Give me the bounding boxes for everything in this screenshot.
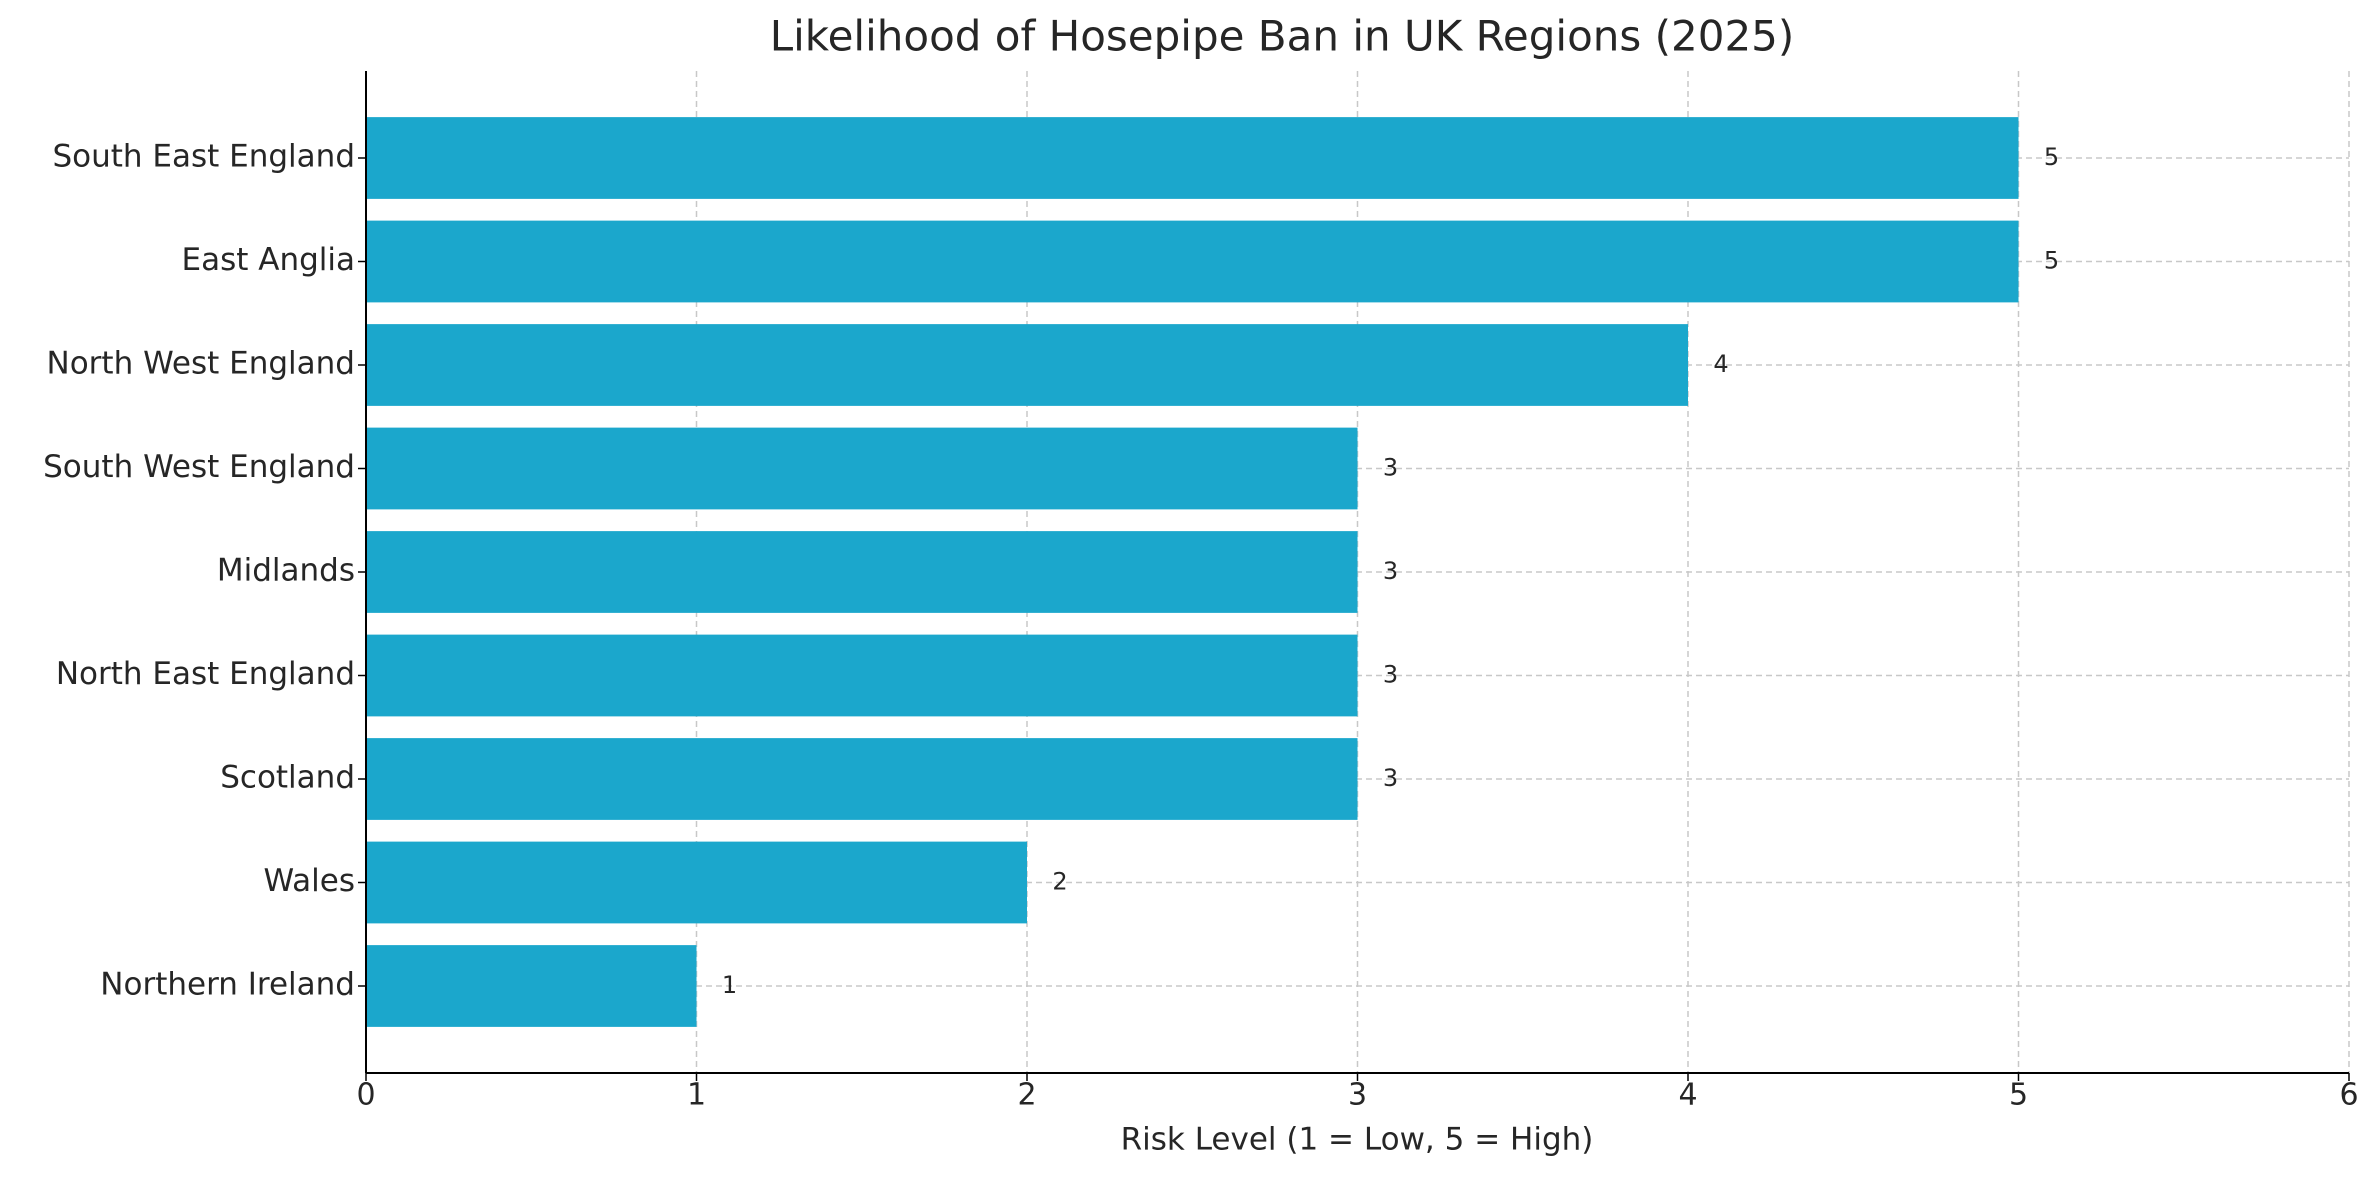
x-tick-label: 1 (687, 1078, 706, 1113)
y-tick-label: Midlands (217, 553, 355, 589)
bar (366, 324, 1688, 406)
value-label: 5 (2044, 143, 2059, 171)
y-tick-label: South West England (43, 449, 355, 485)
bar (366, 738, 1358, 820)
y-tick-label: Wales (263, 863, 355, 899)
bar (366, 531, 1358, 613)
value-label: 3 (1383, 764, 1398, 792)
y-tick-label: North West England (47, 346, 355, 382)
bar (366, 841, 1027, 924)
bar (366, 220, 2019, 303)
value-label: 5 (2044, 247, 2059, 275)
y-tick-label: Northern Ireland (100, 967, 355, 1003)
value-label: 3 (1383, 557, 1398, 585)
y-tick-label: North East England (56, 656, 355, 692)
value-label: 3 (1383, 661, 1398, 689)
x-tick-label: 5 (2009, 1078, 2028, 1113)
value-label: 1 (722, 971, 737, 999)
x-axis-label: Risk Level (1 = Low, 5 = High) (1121, 1122, 1594, 1158)
x-tick-label: 2 (1017, 1078, 1036, 1113)
chart-title: Likelihood of Hosepipe Ban in UK Regions… (770, 12, 1795, 61)
value-label: 3 (1383, 454, 1398, 482)
x-tick-label: 6 (2339, 1078, 2358, 1113)
y-tick-label: East Anglia (182, 242, 356, 278)
y-tick-label: South East England (52, 139, 355, 175)
x-tick-label: 0 (356, 1078, 375, 1113)
bar (366, 634, 1358, 717)
x-tick-label: 3 (1348, 1078, 1367, 1113)
bar (366, 945, 697, 1027)
value-label: 4 (1713, 350, 1728, 378)
x-tick-label: 4 (1678, 1078, 1697, 1113)
bar (366, 427, 1358, 510)
value-label: 2 (1052, 868, 1067, 896)
y-tick-label: Scotland (220, 760, 355, 796)
bar (366, 117, 2019, 199)
